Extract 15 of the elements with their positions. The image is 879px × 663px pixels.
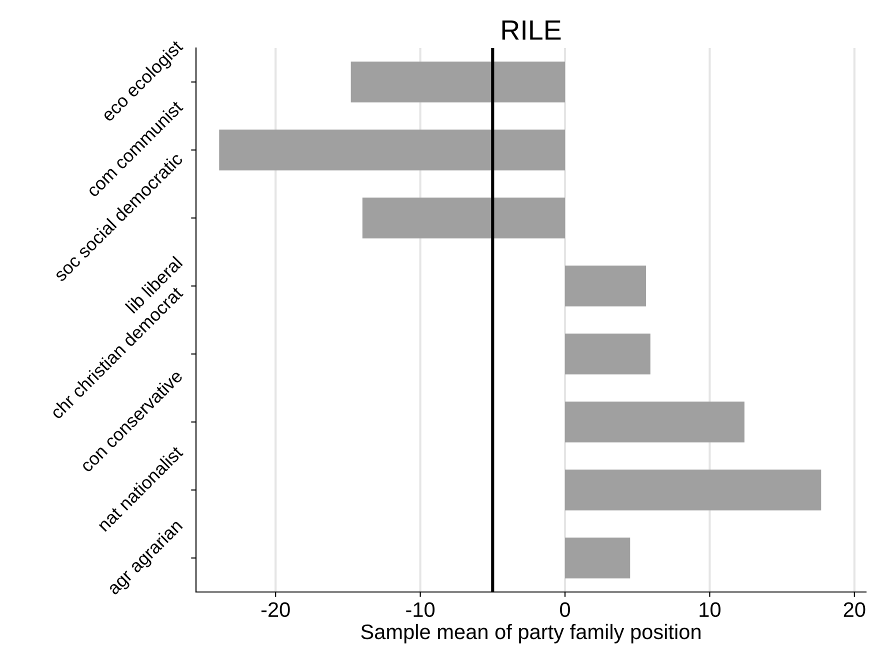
bar [565, 538, 630, 578]
bar [219, 130, 566, 170]
bar [350, 62, 566, 102]
bar [362, 198, 566, 238]
bar [565, 402, 744, 442]
x-tick-label: -10 [406, 602, 435, 618]
bar [565, 266, 646, 306]
x-axis-title: Sample mean of party family position [361, 624, 700, 644]
x-tick-label: 20 [844, 602, 866, 618]
bar [565, 470, 822, 510]
x-tick-label: 0 [560, 602, 570, 618]
x-tick-label: -20 [261, 602, 290, 618]
chart-title: RILE [502, 20, 561, 40]
x-tick-label: 10 [700, 602, 720, 618]
bar [565, 334, 650, 374]
